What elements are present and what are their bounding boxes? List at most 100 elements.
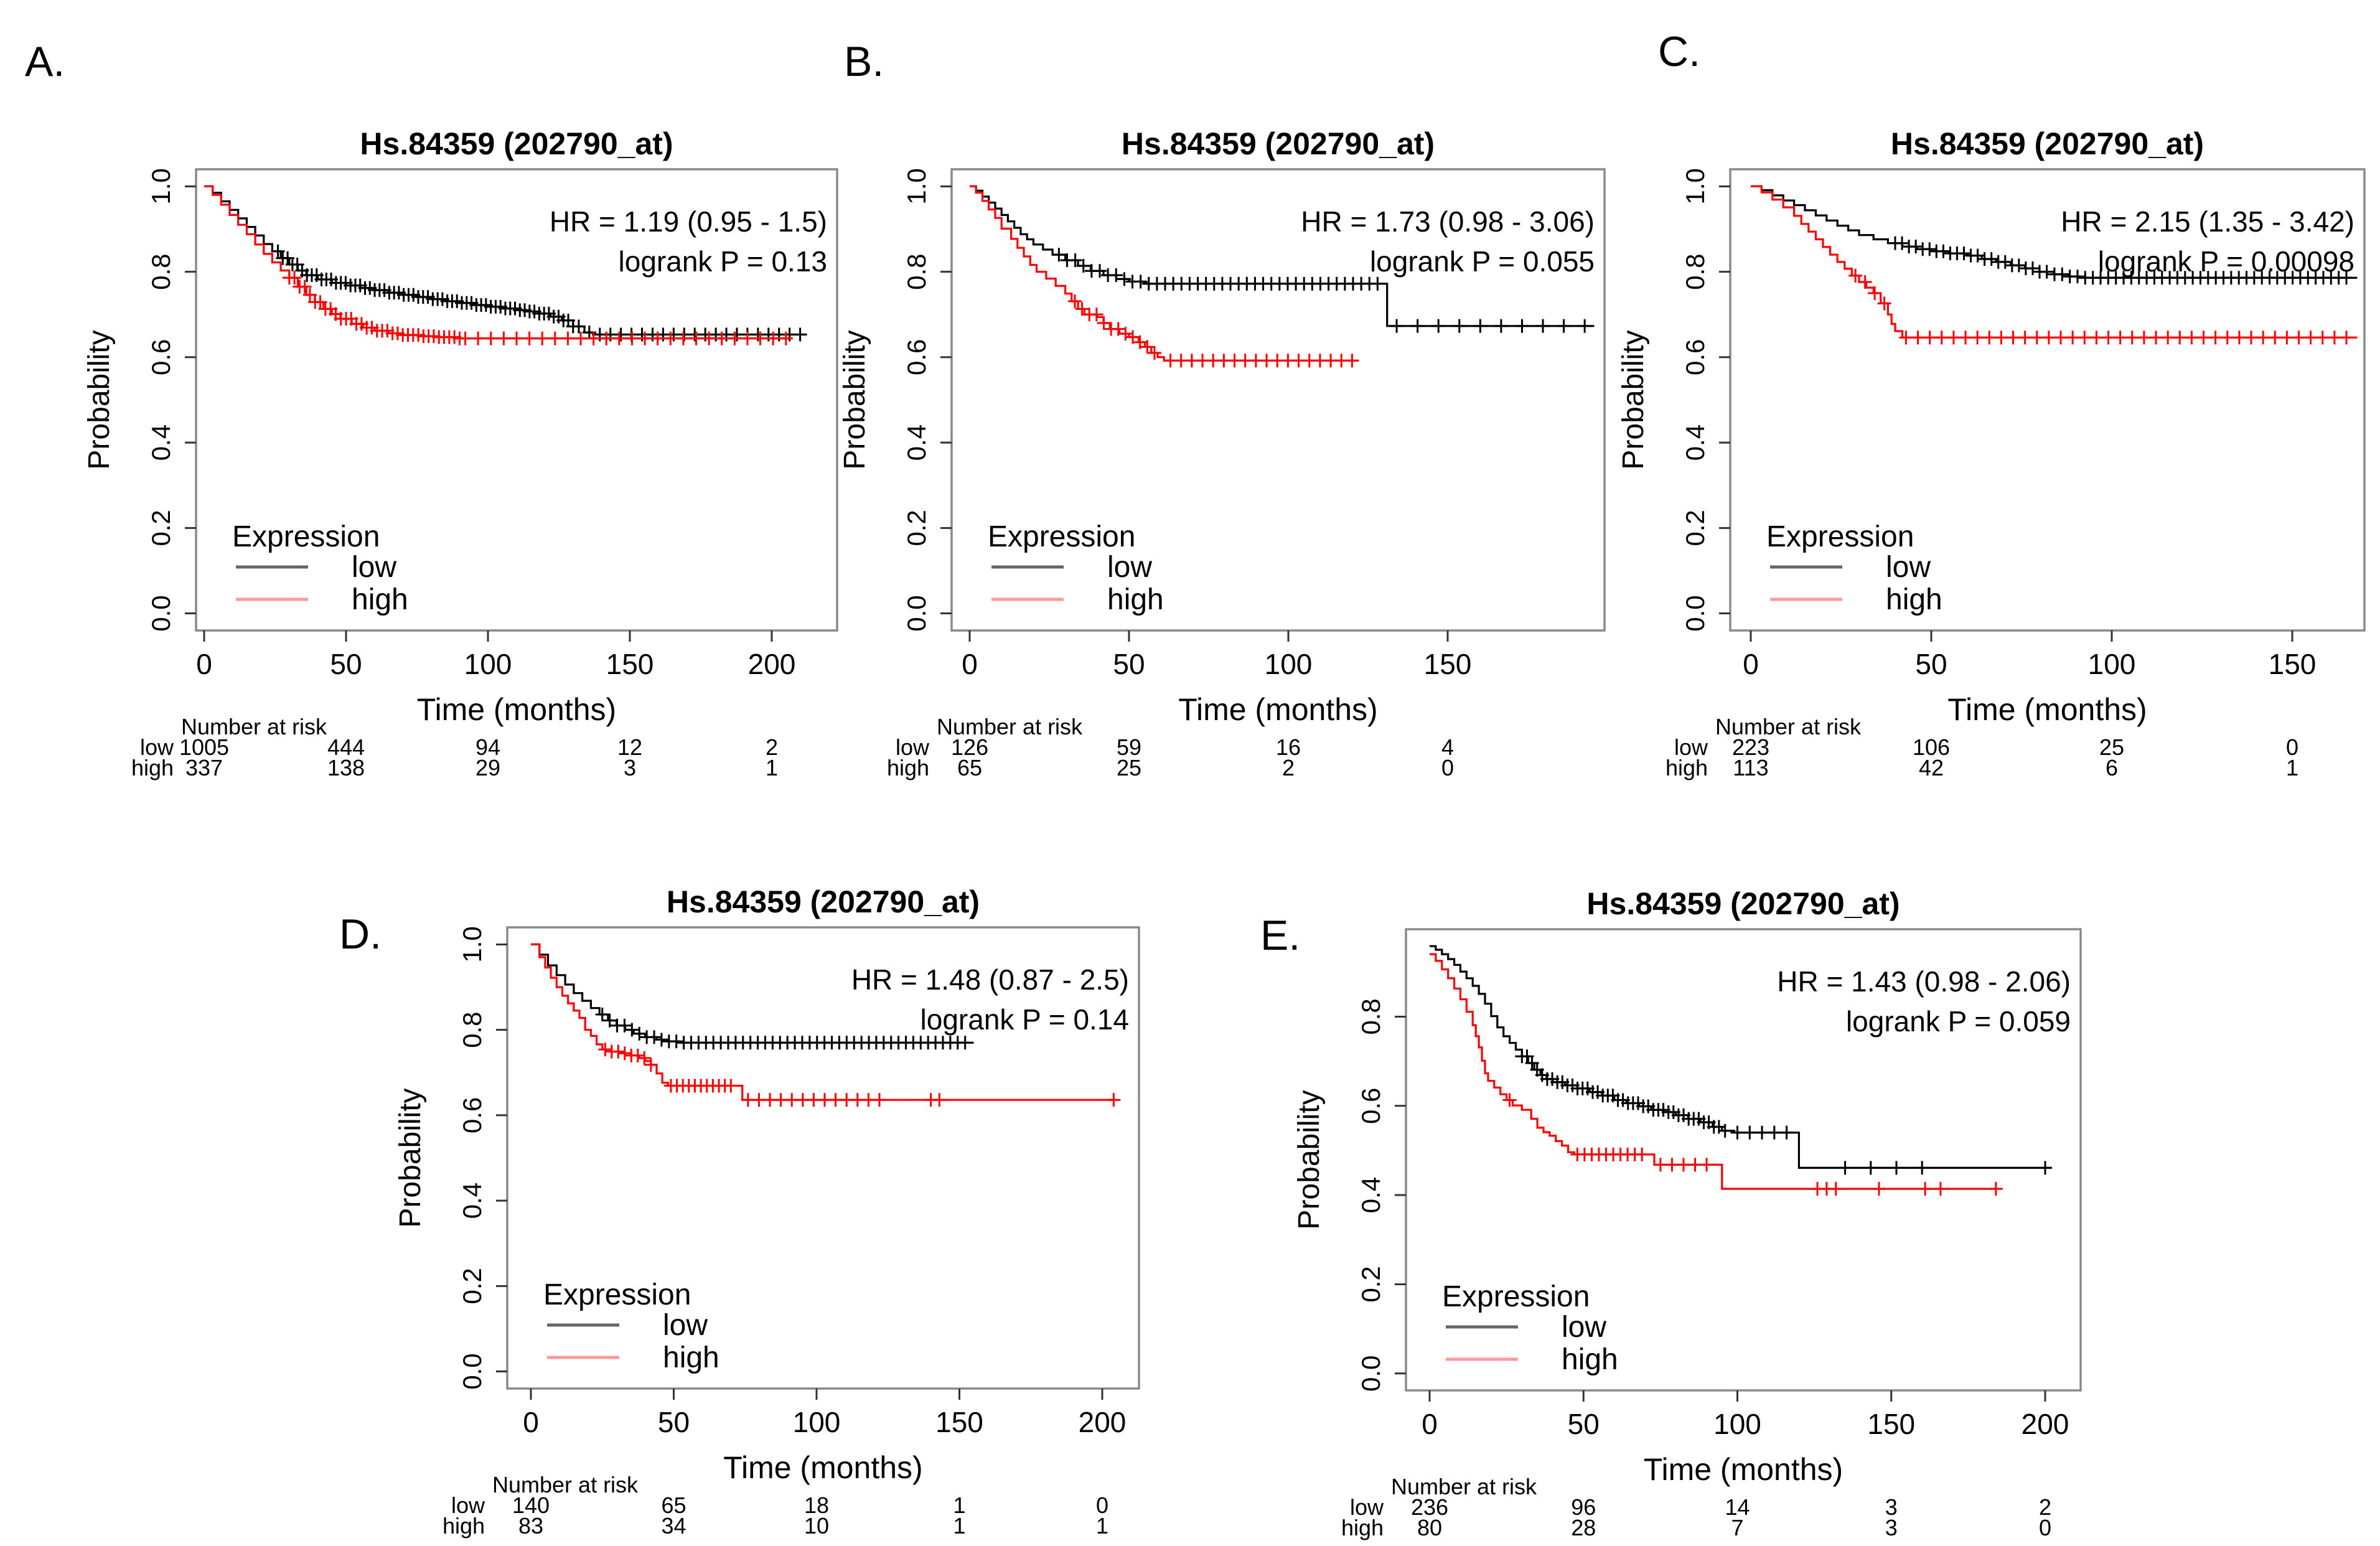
y-tick-label: 0.4 — [1356, 1177, 1385, 1213]
risk-row-label-low: low — [1350, 1494, 1384, 1520]
y-tick-label: 0.0 — [457, 1353, 487, 1389]
censor-mark-high — [2173, 330, 2187, 345]
risk-row-label-high: high — [443, 1513, 485, 1539]
risk-value: 2 — [1282, 755, 1295, 780]
censor-mark-high — [1089, 307, 1103, 322]
censor-mark-low — [1889, 1161, 1903, 1175]
y-tick-label: 0.0 — [1356, 1356, 1385, 1392]
censor-mark-high — [2185, 330, 2199, 345]
y-tick-label: 0.6 — [902, 339, 931, 375]
censor-mark-low — [617, 1018, 632, 1033]
risk-value: 2 — [2039, 1494, 2051, 1520]
risk-value: 106 — [1913, 734, 1950, 760]
x-tick-label: 150 — [1424, 648, 1472, 680]
y-tick-label: 0.2 — [1680, 510, 1710, 546]
censor-mark-low — [1109, 268, 1123, 283]
risk-table-header: Number at risk — [181, 714, 327, 739]
x-tick-label: 0 — [196, 648, 212, 680]
y-tick-label: 0.6 — [1356, 1088, 1385, 1124]
censor-mark-high — [1918, 1182, 1933, 1196]
censor-mark-high — [522, 331, 536, 345]
y-axis-label: Probability — [83, 330, 116, 469]
censor-mark-high — [497, 331, 511, 345]
panel-letter: E. — [1260, 912, 1300, 959]
censor-mark-high — [714, 331, 729, 345]
censor-mark-high — [535, 331, 550, 345]
risk-value: 18 — [804, 1492, 829, 1518]
censor-mark-high — [2315, 330, 2330, 345]
censor-mark-high — [2078, 330, 2092, 345]
x-tick-label: 0 — [1743, 648, 1759, 680]
risk-row-label-high: high — [1341, 1515, 1384, 1540]
km-curve-high — [531, 943, 1117, 1101]
censor-mark-low — [1909, 240, 1923, 254]
y-tick-label: 0.0 — [146, 595, 176, 631]
censor-mark-high — [779, 331, 793, 345]
risk-value: 29 — [476, 755, 500, 780]
x-tick-label: 200 — [1079, 1406, 1127, 1438]
censor-mark-low — [1779, 1125, 1794, 1140]
censor-mark-low — [1743, 1125, 1757, 1140]
censor-mark-low — [1076, 259, 1090, 273]
censor-mark-high — [1982, 330, 1997, 345]
panel-letter: A. — [25, 38, 65, 85]
x-axis-label: Time (months) — [1178, 692, 1377, 727]
y-tick-label: 0.4 — [146, 424, 176, 461]
risk-value: 3 — [1885, 1515, 1898, 1540]
censor-mark-high — [586, 331, 601, 345]
censor-mark-high — [689, 331, 703, 345]
risk-row-label-high: high — [887, 755, 929, 780]
hazard-ratio-text: HR = 2.15 (1.35 - 3.42) — [2061, 205, 2354, 238]
logrank-p-text: logrank P = 0.14 — [921, 1003, 1129, 1036]
risk-value: 65 — [661, 1492, 686, 1518]
risk-value: 6 — [2106, 755, 2118, 780]
hazard-ratio-text: HR = 1.43 (0.98 - 2.06) — [1777, 965, 2071, 998]
censor-mark-low — [669, 1034, 683, 1049]
x-tick-label: 150 — [935, 1406, 983, 1438]
x-tick-label: 200 — [2022, 1408, 2069, 1440]
plot-frame — [950, 168, 1606, 632]
censor-mark-high — [724, 1079, 738, 1093]
y-tick-label: 0.8 — [902, 253, 931, 289]
censor-mark-high — [2196, 330, 2211, 345]
censor-mark-high — [766, 331, 780, 345]
censor-mark-high — [2137, 330, 2151, 345]
km-panel-a: A. Hs.84359 (202790_at) 1.0 0.8 0.6 0.4 0.2 0.0… — [25, 38, 838, 780]
risk-value: 126 — [951, 734, 988, 760]
risk-value: 337 — [185, 755, 223, 780]
risk-value: 94 — [476, 734, 500, 760]
censor-mark-high — [1126, 330, 1140, 344]
x-axis-label: Time (months) — [723, 1450, 922, 1485]
x-axis-label: Time (months) — [1644, 1452, 1843, 1487]
censor-mark-low — [1133, 274, 1148, 289]
censor-mark-high — [2292, 330, 2306, 345]
risk-row-label-low: low — [1674, 734, 1708, 760]
censor-mark-low — [1970, 248, 1985, 263]
risk-value: 1 — [953, 1492, 965, 1518]
censor-mark-high — [2066, 330, 2080, 345]
panel-letter: D. — [339, 911, 382, 958]
censor-mark-high — [598, 1042, 612, 1057]
km-curve-high — [1430, 953, 1999, 1190]
censor-mark-low — [1068, 253, 1082, 268]
risk-value: 0 — [2286, 734, 2298, 760]
censor-mark-high — [2208, 330, 2223, 345]
censor-mark-high — [1118, 327, 1133, 341]
censor-mark-high — [1111, 322, 1125, 336]
y-tick-label: 1.0 — [457, 926, 487, 962]
censor-mark-low — [1431, 319, 1446, 333]
censor-mark-low — [2038, 1161, 2052, 1175]
y-tick-label: 0.0 — [902, 595, 931, 631]
x-tick-label: 100 — [2088, 648, 2136, 680]
y-tick-label: 0.6 — [457, 1097, 487, 1133]
risk-value: 65 — [957, 755, 982, 780]
censor-mark-high — [1097, 316, 1111, 330]
censor-mark-high — [644, 1057, 658, 1072]
censor-mark-high — [612, 331, 626, 345]
censor-mark-high — [1653, 1158, 1667, 1172]
censor-mark-high — [1933, 1182, 1947, 1196]
legend-title: Expression — [232, 520, 380, 553]
chart-title: Hs.84359 (202790_at) — [1122, 126, 1435, 161]
censor-mark-low — [1452, 319, 1466, 333]
censor-mark-low — [1767, 1125, 1781, 1140]
